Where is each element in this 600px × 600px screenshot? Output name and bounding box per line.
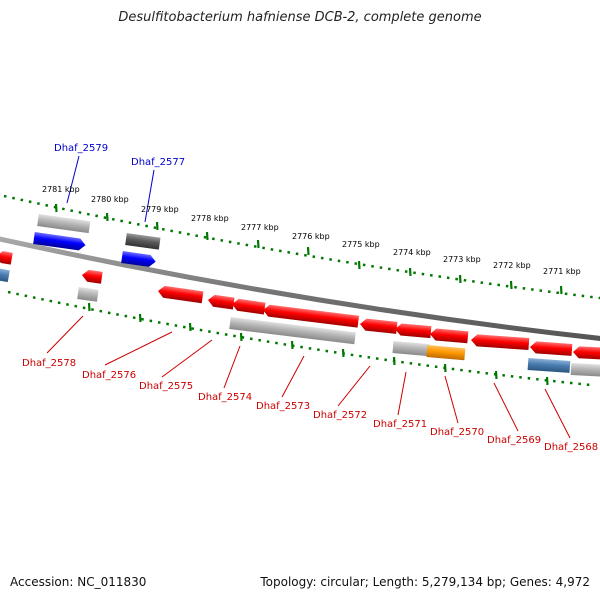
major-tick-lower (392, 356, 396, 366)
gene-feature[interactable] (262, 304, 360, 328)
major-tick-lower (545, 376, 549, 386)
tick-label: 2776 kbp (292, 232, 330, 241)
leader-line-bottom (161, 339, 213, 378)
major-tick-upper (357, 260, 361, 270)
major-tick-lower (239, 332, 243, 342)
gene-label[interactable]: Dhaf_2568 (544, 442, 598, 453)
accession-text: Accession: NC_011830 (10, 575, 147, 589)
gene-feature[interactable] (570, 363, 600, 377)
gene-feature[interactable] (81, 269, 103, 284)
gene-feature[interactable] (392, 341, 430, 357)
major-tick-lower (494, 370, 498, 380)
gene-label[interactable]: Dhaf_2577 (131, 157, 185, 168)
gene-feature[interactable] (77, 287, 99, 302)
gene-feature[interactable] (429, 328, 469, 344)
gene-feature[interactable] (157, 285, 204, 304)
major-tick-lower (290, 340, 294, 350)
leader-line-bottom (544, 388, 571, 439)
gene-feature[interactable] (394, 323, 432, 339)
leader-line-bottom (444, 375, 459, 424)
tick-label: 2772 kbp (493, 261, 531, 270)
tick-label: 2777 kbp (241, 223, 279, 232)
gene-label[interactable]: Dhaf_2572 (313, 410, 367, 421)
tick-label: 2780 kbp (91, 195, 129, 204)
leader-line-top (66, 155, 80, 204)
gene-feature[interactable] (530, 341, 573, 356)
gene-feature[interactable] (527, 358, 571, 373)
major-tick-upper (205, 231, 209, 241)
gene-feature[interactable] (426, 345, 466, 361)
leader-line-bottom (104, 331, 173, 366)
gene-feature[interactable] (125, 233, 161, 250)
leader-line-bottom (281, 355, 305, 398)
gene-label[interactable]: Dhaf_2578 (22, 358, 76, 369)
major-tick-lower (87, 302, 91, 312)
major-tick-upper (408, 267, 412, 277)
leader-line-bottom (337, 365, 371, 407)
gene-label[interactable]: Dhaf_2571 (373, 419, 427, 430)
major-tick-lower (341, 348, 345, 358)
gene-label[interactable]: Dhaf_2570 (430, 427, 484, 438)
leader-line-bottom (46, 315, 84, 354)
major-tick-upper (306, 246, 310, 256)
major-tick-upper (559, 285, 563, 295)
gene-label[interactable]: Dhaf_2573 (256, 401, 310, 412)
tick-label: 2771 kbp (543, 267, 581, 276)
upper-tick-track (3, 194, 600, 300)
gene-label[interactable]: Dhaf_2574 (198, 392, 252, 403)
leader-line-bottom (397, 371, 407, 416)
genome-backbone (0, 236, 600, 341)
gene-feature[interactable] (0, 250, 13, 265)
tick-label: 2779 kbp (141, 205, 179, 214)
major-tick-lower (443, 363, 447, 373)
gene-feature[interactable] (0, 268, 10, 283)
tick-label: 2778 kbp (191, 214, 229, 223)
tick-label: 2781 kbp (42, 185, 80, 194)
gene-feature[interactable] (37, 214, 91, 234)
major-tick-upper (509, 280, 513, 290)
gene-feature[interactable] (229, 317, 356, 345)
gene-label[interactable]: Dhaf_2579 (54, 143, 108, 154)
major-tick-upper (458, 274, 462, 284)
major-tick-upper (256, 239, 260, 249)
major-tick-upper (105, 212, 109, 222)
topology-text: Topology: circular; Length: 5,279,134 bp… (260, 575, 590, 589)
tick-label: 2774 kbp (393, 248, 431, 257)
tick-label: 2775 kbp (342, 240, 380, 249)
map-title: Desulfitobacterium hafniense DCB-2, comp… (118, 10, 482, 25)
major-tick-lower (188, 322, 192, 332)
tick-label: 2773 kbp (443, 255, 481, 264)
major-tick-upper (155, 221, 159, 231)
gene-feature[interactable] (33, 232, 86, 251)
major-tick-upper (54, 203, 58, 213)
gene-feature[interactable] (471, 334, 530, 351)
gene-feature[interactable] (573, 346, 600, 360)
gene-label[interactable]: Dhaf_2569 (487, 435, 541, 446)
leader-line-top (144, 169, 155, 223)
leader-line-bottom (223, 345, 241, 389)
gene-feature[interactable] (121, 251, 156, 268)
gene-feature[interactable] (207, 294, 235, 310)
gene-label[interactable]: Dhaf_2576 (82, 370, 136, 381)
gene-label[interactable]: Dhaf_2575 (139, 381, 193, 392)
gene-feature[interactable] (231, 298, 266, 315)
major-tick-lower (138, 313, 142, 323)
gene-feature[interactable] (359, 318, 398, 334)
leader-line-bottom (493, 382, 519, 432)
